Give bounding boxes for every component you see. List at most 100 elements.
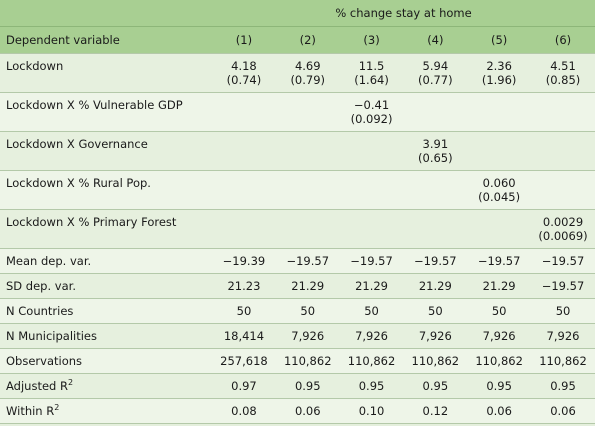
row-label: N Countries <box>0 298 213 324</box>
header-empty-cell <box>0 0 213 27</box>
standard-error-value: (0.092) <box>350 112 393 126</box>
statistic-cell: 110,862 <box>467 348 532 374</box>
statistic-row: Adjusted R2 0.97 0.95 0.95 0.95 0.95 0.95 <box>0 373 595 399</box>
row-label: Mean dep. var. <box>0 248 213 274</box>
coefficient-cell <box>275 170 340 210</box>
statistic-cell: 7,926 <box>275 323 340 349</box>
coefficient-cell <box>339 170 404 210</box>
statistic-cell: 50 <box>531 298 595 324</box>
estimate-value: 5.94 <box>422 59 449 73</box>
coefficient-cell <box>212 209 276 249</box>
statistic-cell: 21.29 <box>339 273 404 299</box>
statistic-cell: −19.57 <box>403 248 468 274</box>
coefficient-cell <box>212 131 276 171</box>
column-header: (4) <box>403 26 468 54</box>
standard-error-value: (0.85) <box>545 73 581 87</box>
table-body: Lockdown 4.18 (0.74) 4.69 (0.79) 11.5 (1.64) 5.… <box>0 53 595 424</box>
row-label: Adjusted R2 <box>0 373 213 399</box>
statistic-row: N Municipalities 18,414 7,926 7,926 7,926 7,9… <box>0 323 595 349</box>
coefficient-cell <box>403 92 468 132</box>
column-header-row: Dependent variable (1) (2) (3) (4) (5) (6) <box>0 26 595 54</box>
row-label-text: N Municipalities <box>6 329 97 343</box>
coefficient-cell <box>467 131 532 171</box>
statistic-cell: 50 <box>212 298 276 324</box>
statistic-cell: 50 <box>403 298 468 324</box>
row-label-text: Within R <box>6 404 55 418</box>
superscript: 2 <box>54 403 60 413</box>
statistic-row: SD dep. var. 21.23 21.29 21.29 21.29 21.29 −19… <box>0 273 595 299</box>
row-label: Lockdown <box>0 53 213 93</box>
coefficient-cell <box>403 170 468 210</box>
coefficient-cell <box>212 170 276 210</box>
statistic-cell: 7,926 <box>467 323 532 349</box>
standard-error-value: (1.64) <box>354 73 389 87</box>
statistic-cell: 0.06 <box>531 398 595 424</box>
row-label: Observations <box>0 348 213 374</box>
estimate-value: 4.69 <box>294 59 321 73</box>
estimate-value: 4.51 <box>550 59 576 73</box>
standard-error-value: (0.77) <box>418 73 453 87</box>
statistic-cell: 7,926 <box>531 323 595 349</box>
superscript: 2 <box>67 378 74 388</box>
statistic-cell: 7,926 <box>403 323 468 349</box>
row-label-text: Mean dep. var. <box>6 254 92 268</box>
statistic-cell: −19.39 <box>212 248 276 274</box>
coefficient-cell: 2.36 (1.96) <box>467 53 532 93</box>
coefficient-cell <box>275 131 340 171</box>
statistic-cell: 18,414 <box>212 323 276 349</box>
coefficient-row: Lockdown X % Primary Forest 0.0029 (0.0069… <box>0 209 595 249</box>
column-header: (5) <box>467 26 532 54</box>
coefficient-cell <box>275 209 340 249</box>
statistic-cell: −19.57 <box>531 273 595 299</box>
coefficient-cell <box>531 131 595 171</box>
coefficient-row: Lockdown X % Rural Pop. 0.060 (0.045) <box>0 170 595 210</box>
standard-error-value: (0.045) <box>478 190 521 204</box>
standard-error-value: (0.74) <box>226 73 262 87</box>
coefficient-cell: 4.18 (0.74) <box>212 53 276 93</box>
row-label-text: Adjusted R <box>6 379 68 393</box>
statistic-cell: 0.95 <box>467 373 532 399</box>
estimate-value: 0.060 <box>482 176 516 190</box>
header-group-label: % change stay at home <box>212 0 595 27</box>
coefficient-cell: 3.91 (0.65) <box>403 131 468 171</box>
statistic-cell: 0.95 <box>339 373 404 399</box>
coefficient-row: Lockdown 4.18 (0.74) 4.69 (0.79) 11.5 (1.64) 5.… <box>0 53 595 93</box>
row-label-text: N Countries <box>6 304 74 318</box>
coefficient-cell <box>531 170 595 210</box>
statistic-cell: 110,862 <box>531 348 595 374</box>
standard-error-value: (0.79) <box>290 73 326 87</box>
coefficient-cell: 4.69 (0.79) <box>275 53 340 93</box>
column-header: (1) <box>212 26 276 54</box>
statistic-cell: 110,862 <box>275 348 340 374</box>
statistic-cell: 21.29 <box>467 273 532 299</box>
statistic-cell: 257,618 <box>212 348 276 374</box>
estimate-value: 4.18 <box>231 59 257 73</box>
statistic-cell: 21.29 <box>275 273 340 299</box>
row-label-text: Observations <box>6 354 83 368</box>
statistic-row: Observations 257,618 110,862 110,862 110,862… <box>0 348 595 374</box>
estimate-value: 2.36 <box>486 59 512 73</box>
coefficient-cell <box>467 92 532 132</box>
coefficient-cell <box>467 209 532 249</box>
column-header: (6) <box>531 26 595 54</box>
statistic-cell: 50 <box>467 298 532 324</box>
statistic-cell: 0.06 <box>467 398 532 424</box>
statistic-cell: 110,862 <box>403 348 468 374</box>
standard-error-value: (1.96) <box>481 73 517 87</box>
statistic-cell: 50 <box>339 298 404 324</box>
row-label: SD dep. var. <box>0 273 213 299</box>
statistic-cell: 0.95 <box>531 373 595 399</box>
coefficient-cell: 11.5 (1.64) <box>339 53 404 93</box>
row-label-text: SD dep. var. <box>6 279 76 293</box>
statistic-cell: −19.57 <box>467 248 532 274</box>
statistic-cell: 0.06 <box>275 398 340 424</box>
standard-error-value: (0.65) <box>418 151 453 165</box>
coefficient-cell: 5.94 (0.77) <box>403 53 468 93</box>
statistic-cell: 0.95 <box>403 373 468 399</box>
column-header: (2) <box>275 26 340 54</box>
statistic-cell: 0.12 <box>403 398 468 424</box>
row-label: Within R2 <box>0 398 213 424</box>
row-label: Lockdown X % Rural Pop. <box>0 170 213 210</box>
dep-var-label: Dependent variable <box>0 26 213 54</box>
